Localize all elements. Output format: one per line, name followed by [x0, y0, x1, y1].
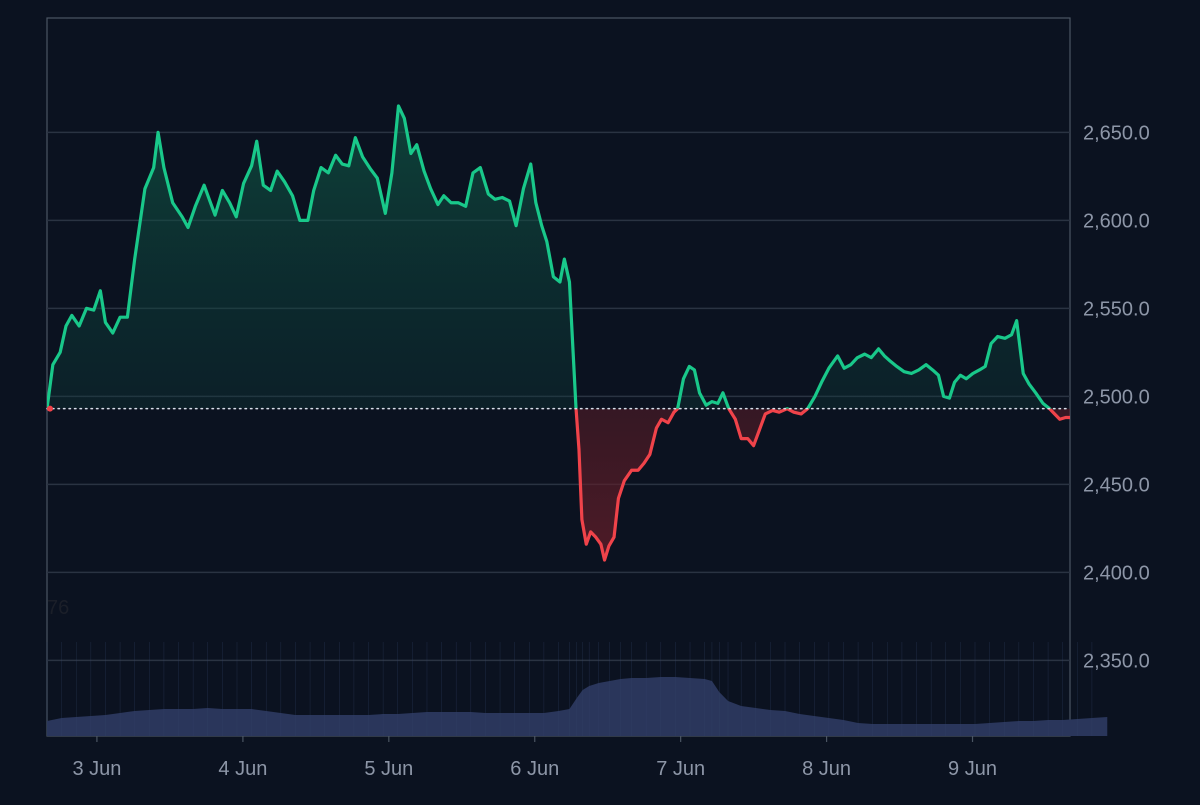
- y-tick-label: 2,350.0: [1083, 650, 1150, 672]
- x-tick-label: 8 Jun: [802, 758, 851, 780]
- volume-area: [47, 677, 1108, 736]
- y-tick-label: 2,450.0: [1083, 474, 1150, 496]
- y-tick-label: 2,600.0: [1083, 210, 1150, 232]
- axis-layer: 2,650.0 2,600.0 2,550.0 2,500.0 2,450.0 2,400…: [72, 122, 1149, 780]
- positive-area-fill: [47, 105, 1070, 409]
- baseline-start-dot: [47, 405, 53, 412]
- x-tick-label: 3 Jun: [72, 758, 121, 780]
- baseline-layer: [46, 405, 1071, 412]
- x-tick-label: 9 Jun: [948, 758, 997, 780]
- y-tick-label: 2,400.0: [1083, 562, 1150, 584]
- x-tick-label: 6 Jun: [510, 758, 559, 780]
- x-tick-label: 4 Jun: [218, 758, 267, 780]
- line-layer: [47, 104, 1070, 562]
- volume-overlay-label: 76: [47, 597, 70, 619]
- x-tick-label: 5 Jun: [364, 758, 413, 780]
- y-tick-label: 2,650.0: [1083, 122, 1150, 144]
- price-line-up: [47, 104, 1052, 409]
- volume-layer: [46, 642, 1108, 736]
- x-tick-label: 7 Jun: [656, 758, 705, 780]
- area-layer: [47, 105, 1070, 561]
- negative-area-fill: [576, 408, 1070, 561]
- price-line-down: [47, 408, 1070, 562]
- y-tick-label: 2,500.0: [1083, 386, 1150, 408]
- y-tick-label: 2,550.0: [1083, 298, 1150, 320]
